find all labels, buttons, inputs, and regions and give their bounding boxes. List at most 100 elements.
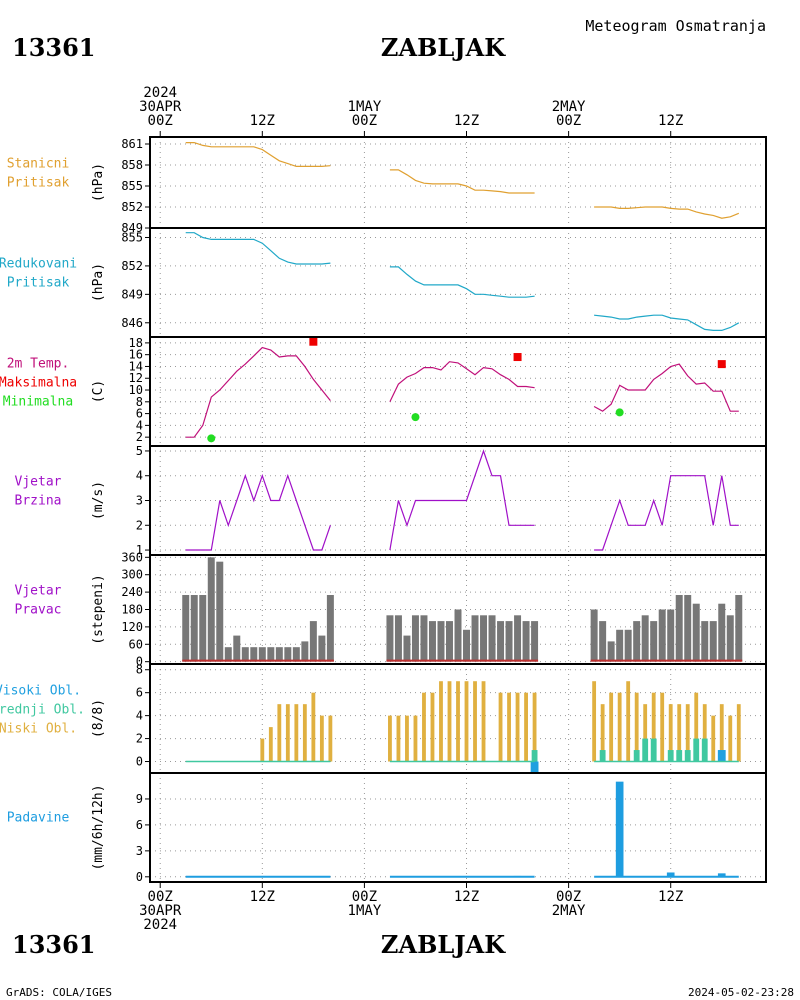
panel-precipitation: 9 6 3 0 (mm/6h/12h) Padavine: [7, 772, 767, 884]
x-tick-label: 2MAY: [552, 99, 586, 115]
wind-dir-bar: [718, 603, 726, 662]
unit-label: (C): [91, 380, 106, 403]
y-tick-label: 4: [136, 418, 143, 432]
cloud-mid-bar: [633, 750, 640, 762]
x-tick-label: 12Z: [454, 113, 479, 129]
cloud-low-bar: [430, 692, 435, 762]
y-tick-label: 858: [121, 158, 143, 172]
x-tick-label: 2024: [143, 917, 177, 933]
wind-dir-bar: [497, 621, 505, 662]
panel-label: Vjetar: [15, 584, 62, 599]
y-tick-label: 6: [136, 818, 143, 832]
cloud-low-bar: [456, 681, 460, 762]
y-tick-label: 0: [136, 870, 143, 884]
y-tick-label: 846: [121, 316, 143, 330]
wind-dir-bar: [258, 647, 266, 662]
panel-label: Padavine: [7, 811, 70, 826]
y-tick-label: 855: [121, 230, 143, 244]
y-tick-label: 4: [136, 469, 143, 483]
x-tick-label: 1MAY: [348, 903, 382, 919]
station-id-top: 13361: [12, 33, 96, 62]
wind-dir-bar: [318, 635, 326, 662]
wind-dir-bar: [428, 621, 436, 662]
unit-label: (hPa): [91, 163, 106, 202]
x-tick-label: 00Z: [148, 889, 173, 905]
station-id-bottom: 13361: [12, 930, 96, 959]
y-tick-label: 9: [136, 792, 143, 806]
precip-bar: [615, 781, 624, 877]
product-title: Meteogram Osmatranja: [585, 17, 766, 35]
wind_speed-line: [594, 475, 739, 551]
panel-wind_direction: 360 300 240 180 120 60 0 (stepeni) Vjetar Pravac: [15, 550, 767, 669]
panel-label: Pritisak: [7, 176, 70, 191]
wind-dir-bar: [394, 615, 402, 662]
x-tick-label: 00Z: [148, 113, 173, 129]
y-tick-label: 5: [136, 444, 143, 458]
panel-label: Pravac: [15, 603, 62, 618]
y-tick-label: 852: [121, 259, 143, 273]
unit-label: (hPa): [91, 263, 106, 302]
wind-dir-bar: [463, 629, 470, 662]
tmin-marker: [411, 413, 420, 422]
panel-label: Vjetar: [15, 475, 62, 490]
cloud-mid-bar: [650, 738, 657, 762]
cloud-high-bar: [717, 750, 726, 762]
x-tick-label: 12Z: [250, 889, 275, 905]
y-tick-label: 1: [136, 543, 143, 557]
wind-dir-bar: [284, 647, 292, 662]
wind-dir-bar: [684, 595, 692, 662]
y-tick-label: 2: [136, 430, 143, 444]
y-tick-label: 240: [121, 585, 143, 599]
unit-label: (mm/6h/12h): [91, 784, 106, 870]
wind-dir-bar: [641, 615, 649, 662]
wind-dir-bar: [658, 609, 666, 662]
y-tick-label: 18: [129, 336, 143, 350]
wind-dir-bar: [709, 621, 717, 662]
cloud-mid-bar: [684, 750, 691, 762]
wind-dir-bar: [735, 595, 743, 662]
cloud-low-bar: [626, 681, 631, 762]
wind-dir-bar: [599, 621, 607, 662]
panel-station_pressure: 861 858 855 852 849 (hPa) Stanicni Pritisak: [7, 136, 767, 235]
wind-dir-bar: [437, 621, 445, 662]
cloud-high-bar: [530, 761, 539, 773]
y-tick-label: 300: [121, 568, 143, 582]
cloud-low-bar: [524, 692, 528, 762]
wind-dir-bar: [454, 609, 462, 662]
cloud-low-bar: [413, 715, 418, 762]
x-tick-label: 00Z: [556, 889, 581, 905]
cloud-low-bar: [498, 692, 503, 762]
wind-dir-bar: [190, 595, 198, 662]
wind-dir-bar: [522, 621, 530, 662]
y-tick-label: 6: [136, 407, 143, 421]
x-tick-label: 30APR: [139, 903, 182, 919]
cloud-low-bar: [694, 692, 699, 762]
cloud-low-bar: [643, 704, 648, 762]
cloud-low-bar: [422, 692, 426, 762]
credit-text: GrADS: COLA/IGES: [6, 986, 112, 999]
cloud-low-bar: [719, 704, 724, 762]
y-tick-label: 4: [136, 709, 143, 723]
cloud-low-bar: [685, 704, 690, 762]
y-tick-label: 120: [121, 620, 143, 634]
cloud-low-bar: [507, 692, 511, 762]
panel-frame: [149, 136, 767, 229]
y-tick-label: 855: [121, 179, 143, 193]
y-tick-label: 14: [129, 359, 143, 373]
cloud-low-bar: [736, 704, 741, 762]
y-tick-label: 180: [121, 603, 143, 617]
wind-dir-bar: [590, 609, 598, 662]
cloud-mid-bar: [676, 750, 683, 762]
wind-dir-bar: [233, 635, 241, 662]
precip-bar: [666, 872, 675, 877]
x-tick-label: 2024: [143, 85, 177, 101]
wind-dir-bar: [607, 641, 615, 662]
y-tick-label: 60: [129, 637, 143, 651]
cloud-low-bar: [328, 715, 333, 762]
wind-dir-bar: [309, 621, 317, 662]
cloud-low-bar: [302, 704, 307, 762]
panel-label: Stanicni: [7, 157, 70, 172]
tmax-marker: [513, 353, 522, 362]
